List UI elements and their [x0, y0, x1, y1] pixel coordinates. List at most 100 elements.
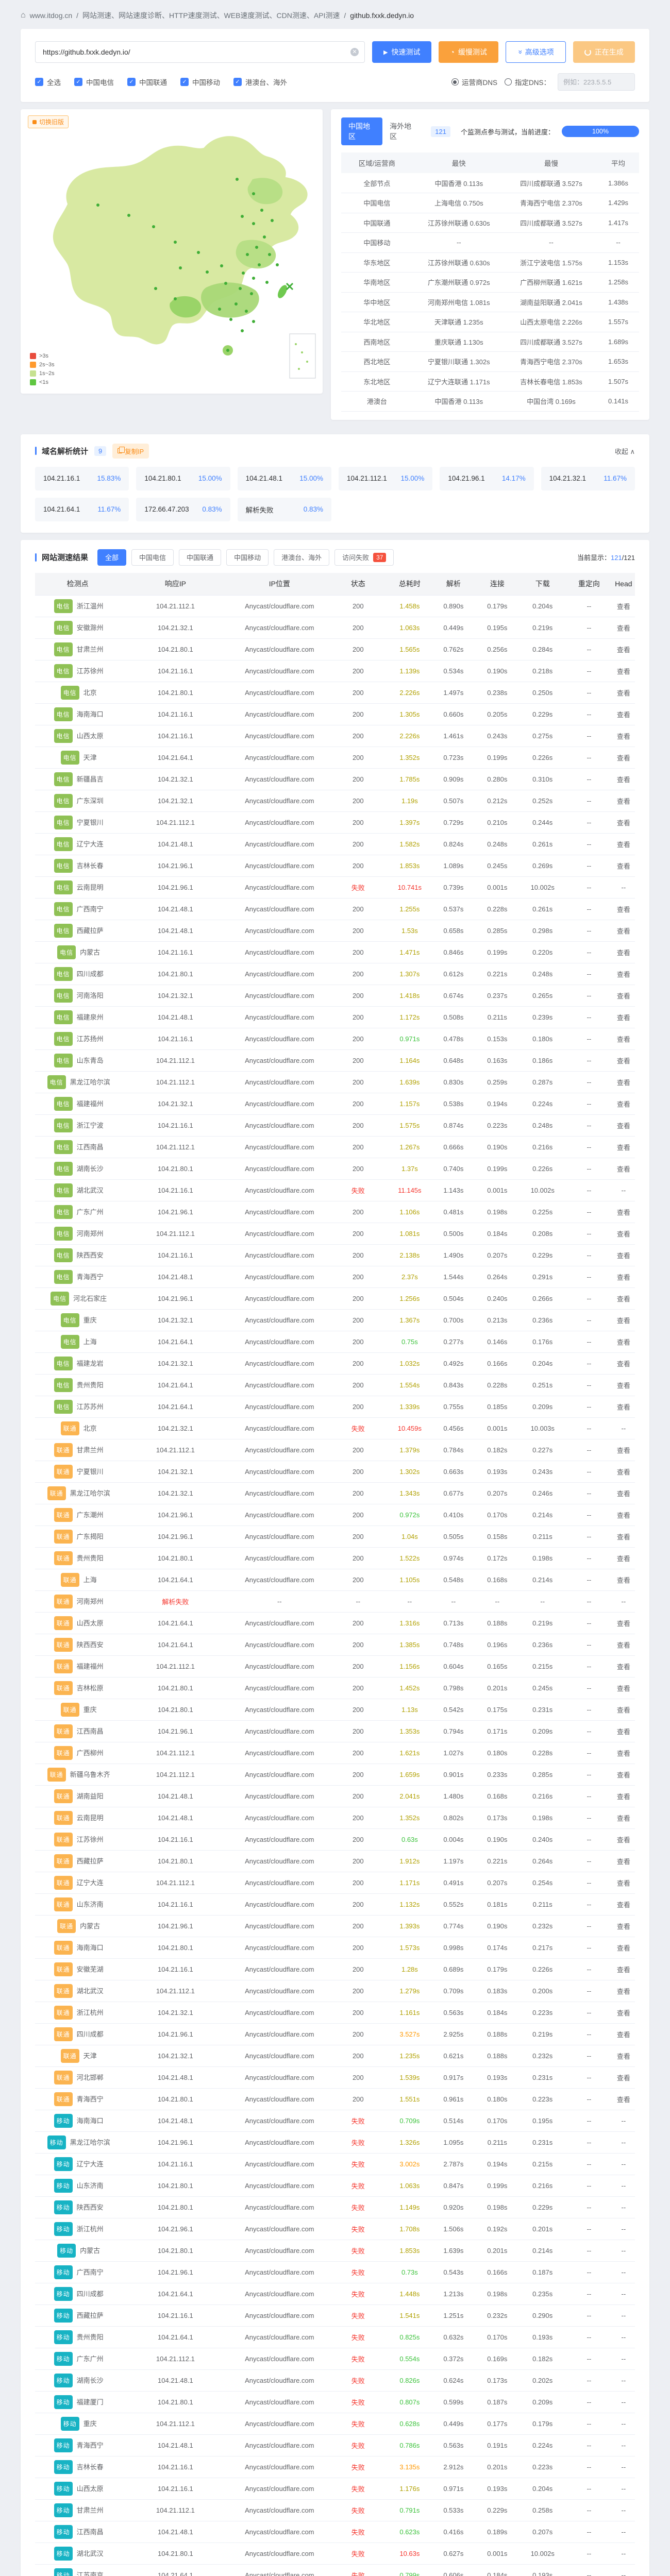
view-head-link[interactable]: 查看 [616, 1079, 630, 1087]
view-head-link[interactable]: 查看 [616, 1858, 630, 1866]
view-head-link[interactable]: 查看 [616, 798, 630, 805]
view-head-link[interactable]: 查看 [616, 1663, 630, 1671]
view-head-link[interactable]: 查看 [616, 971, 630, 978]
view-head-link[interactable]: 查看 [616, 1815, 630, 1822]
clear-input-icon[interactable]: ✕ [350, 48, 359, 56]
view-head-link[interactable]: 查看 [616, 841, 630, 849]
total-time-cell: 1.448s [388, 2283, 432, 2305]
view-head-link[interactable]: 查看 [616, 1036, 630, 1043]
slow-test-button[interactable]: ◔ 缓慢测试 [439, 41, 498, 63]
view-head-link[interactable]: 查看 [616, 711, 630, 719]
download-time-cell: 0.226s [519, 747, 566, 769]
radio-custom-dns[interactable]: 指定DNS： [504, 77, 550, 87]
view-head-link[interactable]: 查看 [616, 1685, 630, 1692]
view-head-link[interactable]: 查看 [616, 1944, 630, 1952]
advanced-options-button[interactable]: «高级选项 [505, 41, 566, 63]
view-head-link[interactable]: 查看 [616, 2031, 630, 2039]
carrier-checkbox[interactable]: ✓ 中国移动 [180, 77, 220, 87]
view-head-link[interactable]: 查看 [616, 1728, 630, 1736]
view-head-link[interactable]: 查看 [616, 754, 630, 762]
view-head-link[interactable]: 查看 [616, 1447, 630, 1454]
view-head-link[interactable]: 查看 [616, 2009, 630, 2017]
view-head-link[interactable]: 查看 [616, 1988, 630, 1995]
view-head-link[interactable]: 查看 [616, 776, 630, 784]
view-head-link[interactable]: 查看 [616, 1793, 630, 1801]
view-head-link[interactable]: 查看 [616, 2074, 630, 2082]
carrier-checkbox[interactable]: ✓ 中国联通 [127, 77, 167, 87]
connect-time-cell: 0.175s [475, 1699, 520, 1721]
view-head-link[interactable]: 查看 [616, 1468, 630, 1476]
china-map[interactable] [21, 109, 323, 394]
view-head-link[interactable]: 查看 [616, 927, 630, 935]
view-head-link[interactable]: 查看 [616, 1360, 630, 1368]
response-ip-cell: 104.21.32.1 [120, 1309, 231, 1331]
url-input[interactable] [35, 41, 365, 63]
redirect-cell: -- [566, 1569, 612, 1591]
carrier-checkbox[interactable]: ✓ 港澳台、海外 [233, 77, 287, 87]
view-head-link[interactable]: 查看 [616, 949, 630, 957]
view-head-link[interactable]: 查看 [616, 1836, 630, 1844]
view-head-link[interactable]: 查看 [616, 1209, 630, 1216]
tab-china-region[interactable]: 中国地区 [341, 117, 383, 145]
fast-test-button[interactable]: ▶ 快速测试 [372, 41, 432, 63]
view-head-link[interactable]: 查看 [616, 689, 630, 697]
filter-中国移动[interactable]: 中国移动 [226, 549, 269, 566]
view-head-link[interactable]: 查看 [616, 1555, 630, 1563]
breadcrumb-home[interactable]: www.itdog.cn [29, 11, 73, 20]
view-head-link[interactable]: 查看 [616, 1338, 630, 1346]
view-head-link[interactable]: 查看 [616, 668, 630, 675]
view-head-link[interactable]: 查看 [616, 1490, 630, 1498]
map-version-toggle[interactable]: 切换旧版 [28, 115, 69, 128]
view-head-link[interactable]: 查看 [616, 1230, 630, 1238]
view-head-link[interactable]: 查看 [616, 1274, 630, 1281]
view-head-link[interactable]: 查看 [616, 2053, 630, 2060]
view-head-link[interactable]: 查看 [616, 1620, 630, 1628]
filter-港澳台、海外[interactable]: 港澳台、海外 [274, 549, 330, 566]
view-head-link[interactable]: 查看 [616, 1771, 630, 1779]
filter-全部[interactable]: 全部 [97, 549, 127, 566]
carrier-checkbox[interactable]: ✓ 中国电信 [74, 77, 114, 87]
filter-中国电信[interactable]: 中国电信 [131, 549, 174, 566]
view-head-link[interactable]: 查看 [616, 733, 630, 740]
view-head-link[interactable]: 查看 [616, 1923, 630, 1930]
view-head-link[interactable]: 查看 [616, 1879, 630, 1887]
view-head-link[interactable]: 查看 [616, 1165, 630, 1173]
filter-访问失败[interactable]: 访问失败 37 [334, 549, 394, 566]
view-head-link[interactable]: 查看 [616, 1057, 630, 1065]
filter-中国联通[interactable]: 中国联通 [179, 549, 222, 566]
view-head-link[interactable]: 查看 [616, 992, 630, 1000]
view-head-link[interactable]: 查看 [616, 1403, 630, 1411]
radio-carrier-dns[interactable]: 运营商DNS [451, 77, 497, 87]
view-head-link[interactable]: 查看 [616, 1317, 630, 1325]
view-head-link[interactable]: 查看 [616, 1901, 630, 1909]
carrier-checkbox[interactable]: ✓ 全选 [35, 77, 61, 87]
view-head-link[interactable]: 查看 [616, 1122, 630, 1130]
view-head-link[interactable]: 查看 [616, 1641, 630, 1649]
view-head-link[interactable]: 查看 [616, 624, 630, 632]
view-head-link[interactable]: 查看 [616, 2096, 630, 2104]
view-head-link[interactable]: 查看 [616, 1295, 630, 1303]
view-head-link[interactable]: 查看 [616, 1750, 630, 1757]
view-head-link[interactable]: 查看 [616, 1382, 630, 1389]
view-head-link[interactable]: 查看 [616, 1100, 630, 1108]
custom-dns-input[interactable] [558, 73, 635, 91]
view-head-link[interactable]: 查看 [616, 906, 630, 913]
view-head-link[interactable]: 查看 [616, 1966, 630, 1974]
legend-item: 2s~3s [30, 362, 55, 368]
view-head-link[interactable]: 查看 [616, 1014, 630, 1022]
view-head-link[interactable]: 查看 [616, 1577, 630, 1584]
view-head-link[interactable]: 查看 [616, 862, 630, 870]
view-head-link[interactable]: 查看 [616, 1144, 630, 1151]
results-title: 网站测速结果 [42, 553, 89, 562]
collapse-button[interactable]: 收起 ∧ [614, 447, 635, 455]
view-head-link[interactable]: 查看 [616, 603, 630, 611]
view-head-link[interactable]: 查看 [616, 1533, 630, 1541]
view-head-link[interactable]: 查看 [616, 1706, 630, 1714]
copy-ip-button[interactable]: 复制IP [112, 443, 149, 459]
view-head-link[interactable]: 查看 [616, 1252, 630, 1260]
tab-overseas-region[interactable]: 海外地区 [390, 122, 412, 141]
head-cell: -- [612, 2499, 635, 2521]
view-head-link[interactable]: 查看 [616, 1512, 630, 1519]
view-head-link[interactable]: 查看 [616, 819, 630, 827]
view-head-link[interactable]: 查看 [616, 646, 630, 654]
